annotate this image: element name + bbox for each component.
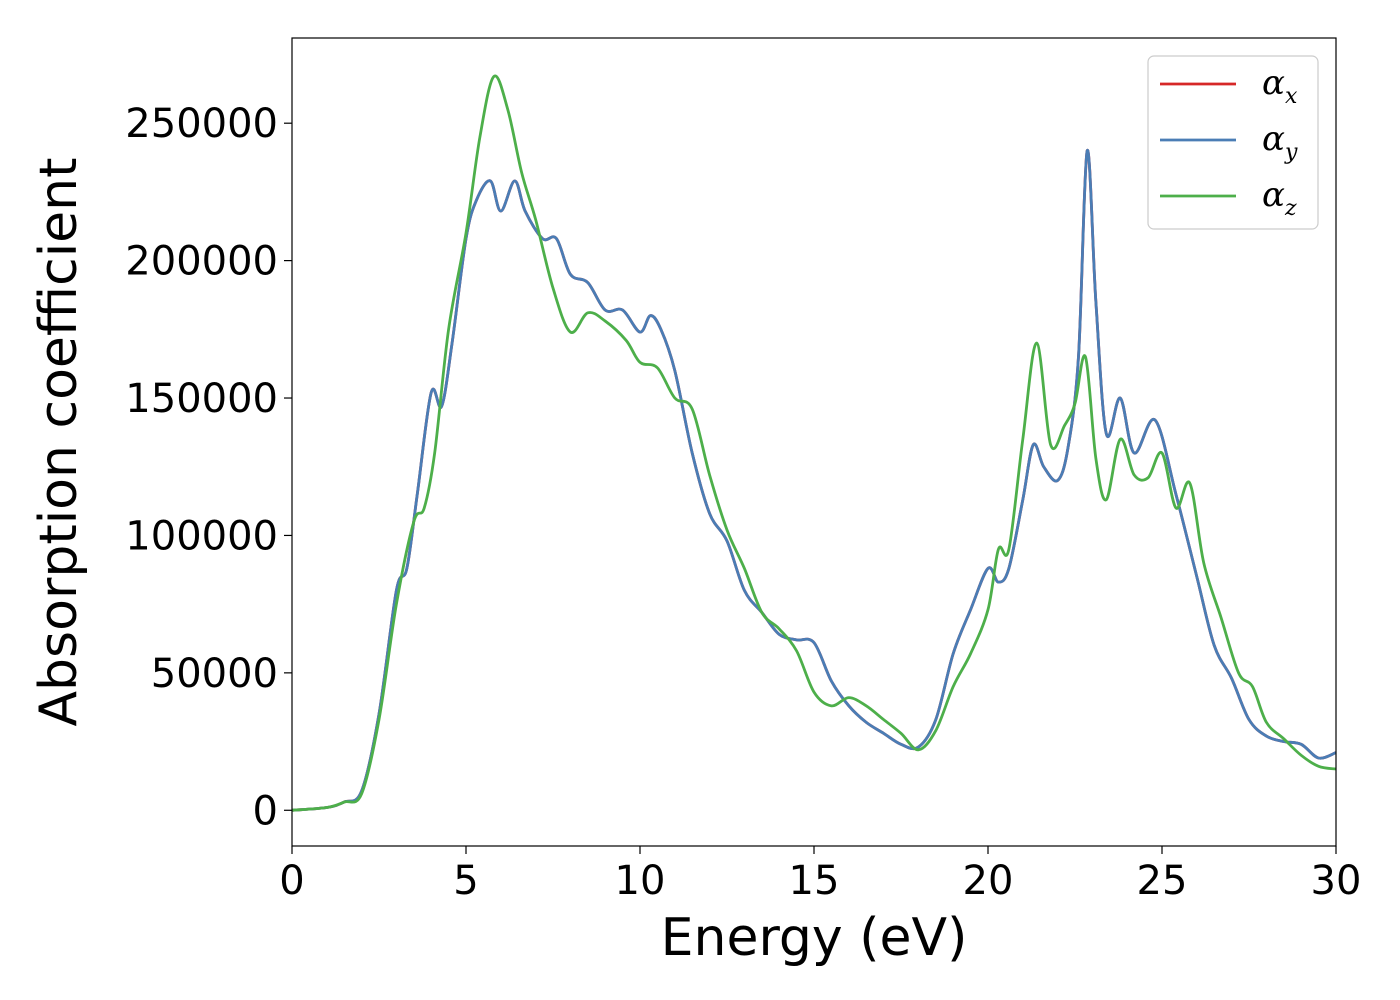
x-tick-label: 10	[615, 858, 666, 904]
y-tick-label: 0	[253, 788, 278, 834]
x-tick-label: 15	[789, 858, 840, 904]
y-tick-label: 200000	[125, 239, 278, 285]
y-tick-label: 250000	[125, 101, 278, 147]
y-tick-label: 50000	[151, 651, 278, 697]
x-tick-label: 20	[963, 858, 1014, 904]
x-tick-label: 0	[279, 858, 304, 904]
legend-label-alpha-x: αx	[1262, 63, 1298, 109]
series-line-alpha-z	[292, 74, 1336, 812]
legend: αx αy αz	[1147, 55, 1319, 230]
y-axis-title: Absorption coefficient	[29, 157, 89, 726]
series-line-alpha-x	[292, 149, 1336, 812]
series-layer	[292, 74, 1336, 812]
x-tick-label: 5	[453, 858, 478, 904]
legend-items: αx αy αz	[1160, 63, 1298, 221]
legend-frame	[1147, 55, 1319, 230]
x-tick-label: 30	[1311, 858, 1362, 904]
y-tick-label: 100000	[125, 513, 278, 559]
legend-label-alpha-z: αz	[1262, 175, 1297, 221]
x-axis: 0 5 10 15 20 25 30	[279, 846, 1361, 904]
y-tick-label: 150000	[125, 376, 278, 422]
series-line-alpha-y	[292, 149, 1336, 812]
legend-label-alpha-y: αy	[1262, 119, 1298, 165]
x-axis-title: Energy (eV)	[661, 908, 968, 968]
y-axis: 0 50000 100000 150000 200000 250000	[125, 101, 292, 834]
x-tick-label: 25	[1137, 858, 1188, 904]
